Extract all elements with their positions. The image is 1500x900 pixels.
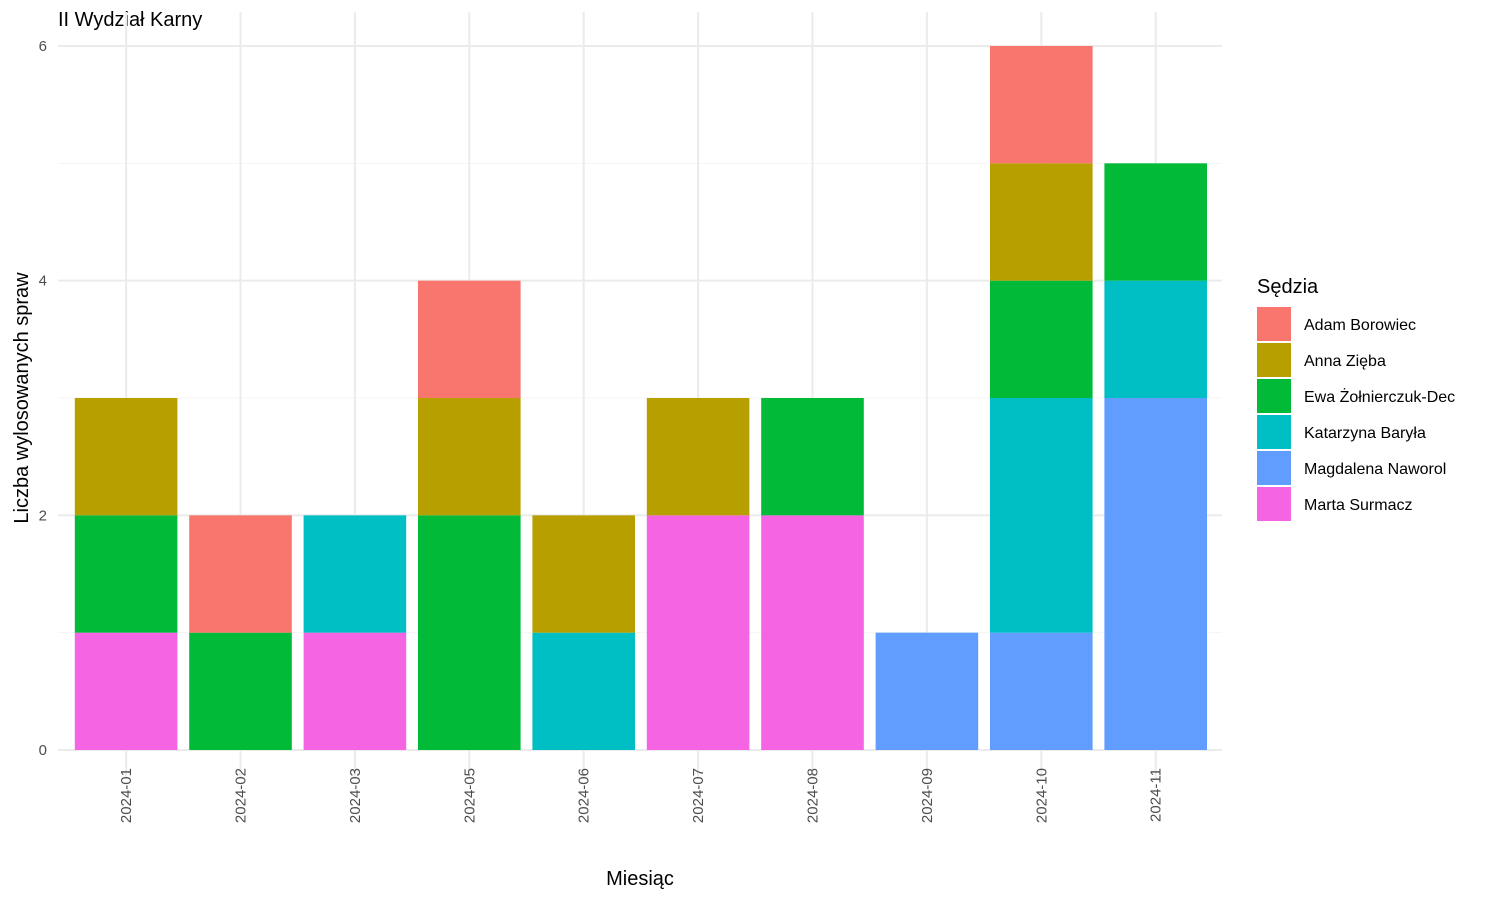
legend-swatch bbox=[1257, 343, 1291, 377]
y-axis-ticks: 0 2 4 6 bbox=[39, 38, 47, 759]
x-axis-ticks: 2024-01 2024-02 2024-03 2024-05 2024-06 2024-… bbox=[118, 768, 1165, 823]
bar-segment: Anna Zięba (2024-05): 1 bbox=[418, 398, 521, 516]
legend-label: Katarzyna Baryła bbox=[1304, 425, 1426, 442]
legend-label: Adam Borowiec bbox=[1304, 317, 1416, 334]
bar-segment: Ewa Żołnierczuk-Dec (2024-10): 1 bbox=[990, 280, 1093, 398]
bar-segment: Anna Zięba (2024-01): 1 bbox=[74, 398, 178, 516]
bar-segment: Marta Surmacz (2024-03): 1 bbox=[303, 632, 407, 750]
bar-segment: Katarzyna Baryła (2024-03): 1 bbox=[303, 515, 407, 633]
chart-title: II Wydział Karny bbox=[58, 9, 202, 31]
y-axis-title: Liczba wylosowanych spraw bbox=[11, 272, 33, 524]
bar-segment: Marta Surmacz (2024-08): 2 bbox=[761, 515, 864, 750]
legend-swatch bbox=[1257, 451, 1291, 485]
x-tick-label: 2024-09 bbox=[919, 768, 936, 823]
legend-label: Magdalena Naworol bbox=[1304, 461, 1446, 478]
bar-segment: Anna Zięba (2024-06): 1 bbox=[532, 515, 635, 633]
bar-segment: Ewa Żołnierczuk-Dec (2024-08): 1 bbox=[761, 398, 864, 516]
legend-label: Ewa Żołnierczuk-Dec bbox=[1304, 387, 1455, 406]
x-tick-label: 2024-08 bbox=[805, 768, 822, 823]
legend-label: Marta Surmacz bbox=[1304, 497, 1412, 514]
x-tick-label: 2024-02 bbox=[233, 768, 250, 823]
y-tick-label: 0 bbox=[39, 742, 47, 759]
x-axis-title: Miesiąc bbox=[606, 868, 674, 890]
legend-swatch bbox=[1257, 307, 1291, 341]
x-tick-label: 2024-10 bbox=[1033, 768, 1050, 823]
bar-segment: Ewa Żołnierczuk-Dec (2024-01): 1 bbox=[74, 515, 178, 633]
x-tick-label: 2024-03 bbox=[347, 768, 364, 823]
legend-swatch bbox=[1257, 487, 1291, 521]
x-tick-label: 2024-07 bbox=[690, 768, 707, 823]
legend-swatch bbox=[1257, 379, 1291, 413]
bar-segment: Magdalena Naworol (2024-09): 1 bbox=[875, 632, 979, 750]
bars: Marta Surmacz (2024-01): 1Ewa Żołnierczu… bbox=[74, 46, 1207, 750]
bar-segment: Ewa Żołnierczuk-Dec (2024-05): 2 bbox=[418, 515, 521, 750]
bar-segment: Ewa Żołnierczuk-Dec (2024-02): 1 bbox=[189, 632, 292, 750]
bar-segment: Katarzyna Baryła (2024-10): 2 bbox=[990, 398, 1093, 633]
bar-segment: Anna Zięba (2024-10): 1 bbox=[990, 163, 1093, 281]
bar-segment: Katarzyna Baryła (2024-06): 1 bbox=[532, 632, 635, 750]
bar-segment: Katarzyna Baryła (2024-11): 1 bbox=[1104, 280, 1207, 398]
y-tick-label: 6 bbox=[39, 38, 47, 55]
x-tick-label: 2024-01 bbox=[118, 768, 135, 823]
x-tick-label: 2024-11 bbox=[1148, 768, 1165, 822]
bar-segment: Adam Borowiec (2024-02): 1 bbox=[189, 515, 292, 633]
x-tick-label: 2024-06 bbox=[576, 768, 593, 823]
legend-title: Sędzia bbox=[1257, 276, 1319, 298]
bar-segment: Anna Zięba (2024-07): 1 bbox=[646, 398, 750, 516]
legend-swatch bbox=[1257, 415, 1291, 449]
y-tick-label: 2 bbox=[39, 507, 47, 524]
bar-segment: Magdalena Naworol (2024-10): 1 bbox=[990, 632, 1093, 750]
bar-segment: Adam Borowiec (2024-10): 1 bbox=[990, 46, 1093, 164]
x-tick-label: 2024-05 bbox=[461, 768, 478, 823]
bar-segment: Marta Surmacz (2024-01): 1 bbox=[74, 632, 178, 750]
legend-label: Anna Zięba bbox=[1304, 353, 1386, 370]
bar-segment: Magdalena Naworol (2024-11): 3 bbox=[1104, 398, 1207, 750]
bar-segment: Adam Borowiec (2024-05): 1 bbox=[418, 280, 521, 398]
y-tick-label: 4 bbox=[39, 273, 47, 290]
bar-segment: Ewa Żołnierczuk-Dec (2024-11): 1 bbox=[1104, 163, 1207, 281]
legend: Sędzia Adam Borowiec Anna Zięba Ewa Żołnie… bbox=[1257, 276, 1455, 521]
bar-segment: Marta Surmacz (2024-07): 2 bbox=[646, 515, 750, 750]
